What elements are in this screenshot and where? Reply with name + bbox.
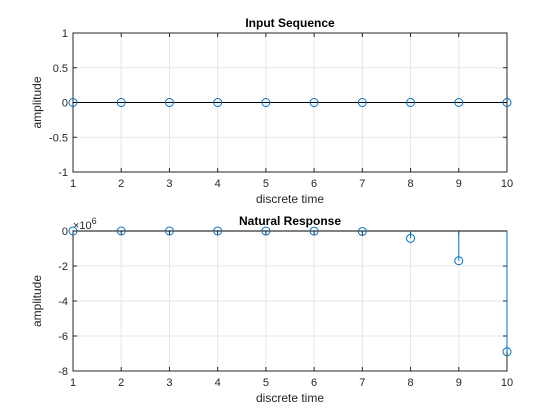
- y-axis-label: amplitude: [30, 76, 44, 128]
- x-tick-label: 7: [359, 178, 365, 190]
- chart-title: Input Sequence: [245, 16, 335, 30]
- stem-marker: [116, 98, 126, 107]
- stem-marker: [68, 98, 78, 107]
- x-tick-label: 4: [215, 377, 221, 389]
- x-tick-label: 2: [118, 377, 124, 389]
- stem-marker: [164, 226, 174, 236]
- y-tick-label: -1: [58, 167, 68, 179]
- stem-marker: [502, 347, 512, 357]
- x-tick-label: 1: [70, 178, 76, 190]
- x-tick-label: 7: [359, 377, 365, 389]
- stem-series: [68, 98, 512, 107]
- x-tick-label: 3: [166, 178, 172, 190]
- stem-marker: [357, 98, 367, 107]
- input-sequence-chart: 1 2 3 4 5 6 7 8 9 10 -1 -0.5 0 0.5 1 Input Sequence disc…: [30, 16, 513, 206]
- stem-marker: [261, 226, 271, 236]
- x-tick-label: 5: [263, 377, 269, 389]
- x-tick-label: 6: [311, 178, 317, 190]
- y-axis-label: amplitude: [30, 275, 44, 327]
- stem-marker: [309, 98, 319, 107]
- x-tick-label: 8: [407, 377, 413, 389]
- x-tick-label: 3: [166, 377, 172, 389]
- y-tick-label: 0: [62, 226, 68, 238]
- stem-series: [68, 226, 512, 357]
- x-tick-label: 5: [263, 178, 269, 190]
- stem-marker: [116, 226, 126, 236]
- y-tick-label: -2: [58, 261, 68, 273]
- x-axis-label: discrete time: [256, 192, 324, 206]
- stem-marker: [454, 256, 464, 266]
- stem-marker: [454, 98, 464, 107]
- x-tick-label: 2: [118, 178, 124, 190]
- x-tick-label: 1: [70, 377, 76, 389]
- y-tick-label: -0.5: [49, 132, 68, 144]
- x-tick-label: 10: [501, 178, 513, 190]
- stem-marker: [68, 226, 78, 236]
- x-axis-label: discrete time: [256, 391, 324, 405]
- stem-marker: [406, 98, 416, 107]
- x-tick-label: 9: [456, 377, 462, 389]
- stem-marker: [502, 98, 512, 107]
- natural-response-chart: 1 2 3 4 5 6 7 8 9 10 -8 -6 -4 -2 0 ×106 Natural Response…: [30, 214, 513, 405]
- x-tick-label: 8: [407, 178, 413, 190]
- stem-marker: [164, 98, 174, 107]
- chart-title: Natural Response: [239, 214, 341, 228]
- stem-marker: [357, 226, 367, 236]
- x-tick-label: 4: [215, 178, 221, 190]
- y-exponent-label: ×106: [73, 216, 97, 232]
- stem-marker: [213, 98, 223, 107]
- stem-marker: [213, 226, 223, 236]
- y-tick-label: 0: [62, 98, 68, 110]
- y-tick-label: 1: [62, 28, 68, 40]
- x-tick-label: 6: [311, 377, 317, 389]
- y-tick-label: -8: [58, 366, 68, 378]
- y-tick-label: -4: [58, 296, 68, 308]
- stem-marker: [261, 98, 271, 107]
- stem-marker: [406, 233, 416, 243]
- stem-marker: [309, 226, 319, 236]
- x-tick-label: 9: [456, 178, 462, 190]
- y-tick-label: 0.5: [53, 63, 68, 75]
- x-tick-label: 10: [501, 377, 513, 389]
- y-tick-label: -6: [58, 331, 68, 343]
